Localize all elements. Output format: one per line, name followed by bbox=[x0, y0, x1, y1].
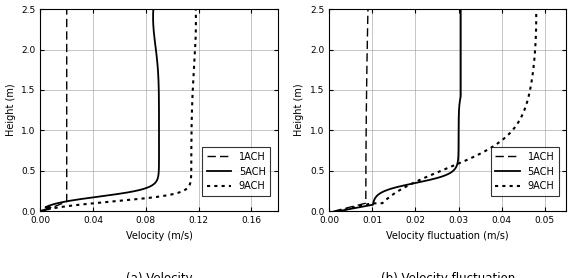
9ACH bbox=[526, 92, 533, 96]
Line: 9ACH: 9ACH bbox=[337, 9, 536, 211]
5ACH bbox=[79, 197, 86, 200]
Line: 1ACH: 1ACH bbox=[43, 9, 67, 211]
5ACH bbox=[457, 87, 464, 90]
1ACH bbox=[63, 87, 70, 90]
5ACH bbox=[371, 197, 378, 200]
9ACH bbox=[189, 92, 196, 96]
Y-axis label: Height (m): Height (m) bbox=[295, 84, 304, 136]
5ACH bbox=[457, 36, 464, 39]
1ACH bbox=[363, 87, 370, 90]
Y-axis label: Height (m): Height (m) bbox=[6, 84, 15, 136]
9ACH bbox=[192, 8, 199, 11]
1ACH bbox=[364, 36, 371, 39]
9ACH bbox=[191, 56, 198, 59]
9ACH bbox=[190, 81, 197, 84]
9ACH bbox=[528, 81, 535, 84]
Text: (a) Velocity: (a) Velocity bbox=[126, 272, 192, 278]
Line: 5ACH: 5ACH bbox=[41, 9, 159, 211]
1ACH bbox=[63, 56, 70, 59]
9ACH bbox=[37, 210, 44, 213]
5ACH bbox=[457, 81, 464, 84]
1ACH bbox=[363, 92, 370, 96]
9ACH bbox=[527, 87, 534, 90]
1ACH bbox=[63, 92, 70, 96]
9ACH bbox=[189, 87, 196, 90]
1ACH bbox=[63, 81, 70, 84]
1ACH bbox=[63, 8, 70, 11]
1ACH bbox=[364, 8, 371, 11]
1ACH bbox=[363, 197, 370, 200]
5ACH bbox=[457, 92, 464, 96]
5ACH bbox=[156, 87, 162, 90]
Legend: 1ACH, 5ACH, 9ACH: 1ACH, 5ACH, 9ACH bbox=[202, 147, 271, 196]
Legend: 1ACH, 5ACH, 9ACH: 1ACH, 5ACH, 9ACH bbox=[491, 147, 559, 196]
9ACH bbox=[137, 197, 144, 200]
Line: 5ACH: 5ACH bbox=[337, 9, 460, 211]
9ACH bbox=[533, 8, 539, 11]
Text: (b) Velocity fluctuation: (b) Velocity fluctuation bbox=[380, 272, 515, 278]
1ACH bbox=[363, 81, 370, 84]
9ACH bbox=[531, 56, 538, 59]
9ACH bbox=[384, 197, 391, 200]
1ACH bbox=[364, 56, 371, 59]
1ACH bbox=[63, 36, 70, 39]
9ACH bbox=[533, 36, 539, 39]
5ACH bbox=[334, 210, 341, 213]
Line: 9ACH: 9ACH bbox=[41, 9, 196, 211]
5ACH bbox=[150, 8, 157, 11]
5ACH bbox=[156, 92, 162, 96]
9ACH bbox=[334, 210, 341, 213]
5ACH bbox=[155, 81, 162, 84]
1ACH bbox=[63, 197, 70, 200]
9ACH bbox=[192, 36, 199, 39]
X-axis label: Velocity (m/s): Velocity (m/s) bbox=[126, 231, 192, 241]
5ACH bbox=[457, 8, 464, 11]
5ACH bbox=[37, 210, 44, 213]
1ACH bbox=[39, 210, 46, 213]
Line: 1ACH: 1ACH bbox=[333, 9, 368, 211]
X-axis label: Velocity fluctuation (m/s): Velocity fluctuation (m/s) bbox=[387, 231, 509, 241]
1ACH bbox=[330, 210, 337, 213]
5ACH bbox=[151, 36, 158, 39]
5ACH bbox=[153, 56, 160, 59]
5ACH bbox=[457, 56, 464, 59]
